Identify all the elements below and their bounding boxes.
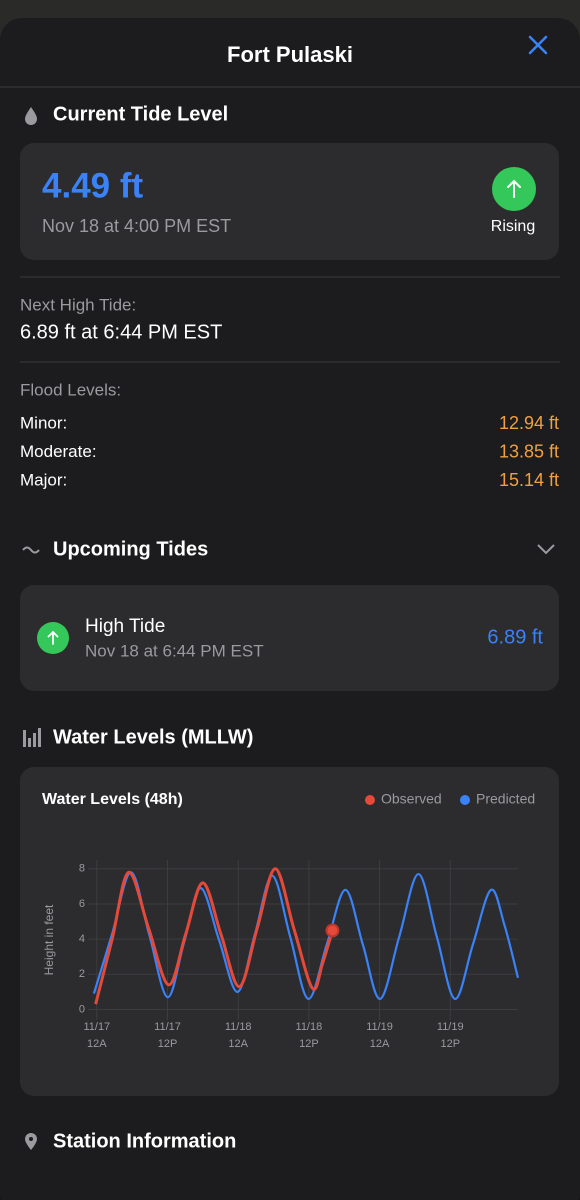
- series-line: [94, 867, 334, 1005]
- tide-card: [20, 585, 559, 691]
- current-point: [325, 923, 340, 938]
- x-tick-label: 11/17 12P: [154, 1021, 181, 1050]
- x-tick-label: 11/18 12P: [296, 1021, 323, 1050]
- y-tick-label: 8: [79, 863, 85, 875]
- legend-label: Predicted: [476, 791, 535, 807]
- pin-dot: [29, 1137, 33, 1141]
- y-tick-label: 2: [79, 968, 85, 980]
- flood-level: 13.85 ft: [499, 441, 559, 461]
- next-high-value: 6.89 ft at 6:44 PM EST: [20, 321, 222, 343]
- tide-height: 6.89 ft: [487, 626, 543, 648]
- flood-name: Major:: [20, 470, 67, 489]
- series-line: [92, 871, 520, 1001]
- label: Next High Tide:: [20, 295, 136, 314]
- title: Fort Pulaski: [227, 42, 353, 67]
- y-tick-label: 4: [79, 933, 85, 945]
- wave-icon: [22, 546, 40, 554]
- pin-icon: [25, 1133, 37, 1150]
- label: Flood Levels:: [20, 380, 121, 399]
- flood-name: Moderate:: [20, 442, 97, 461]
- chart-title: Water Levels (48h): [42, 791, 183, 808]
- expand-chevron[interactable]: [537, 544, 555, 555]
- y-tick-label: 6: [79, 898, 85, 910]
- x-tick-label: 11/17 12A: [83, 1021, 110, 1050]
- flood-rows: Minor: 12.94 ft Moderate: 13.85 ft Major: 15.…: [20, 413, 559, 490]
- legend-label: Observed: [381, 791, 442, 807]
- y-tick-label: 0: [79, 1003, 85, 1015]
- current-level: 4.49 ft: [42, 166, 143, 205]
- x-tick-label: 11/19 12A: [366, 1021, 393, 1050]
- close-button[interactable]: [528, 35, 548, 55]
- drop-icon: [25, 107, 37, 125]
- arrow: [47, 630, 59, 645]
- chart-icon: [23, 728, 41, 747]
- tide-time: Nov 18 at 6:44 PM EST: [85, 641, 264, 660]
- flood-level: 12.94 ft: [499, 413, 559, 433]
- section-heading: Station Information: [53, 1130, 236, 1152]
- flood-name: Minor:: [20, 413, 67, 432]
- x-tick-label: 11/18 12A: [225, 1021, 252, 1050]
- flood-level: 15.14 ft: [499, 470, 559, 490]
- x-tick-label: 11/19 12P: [437, 1021, 464, 1050]
- current-time: Nov 18 at 4:00 PM EST: [42, 216, 231, 236]
- section-heading: Current Tide Level: [53, 103, 228, 125]
- tide-type: High Tide: [85, 616, 165, 637]
- trend: Rising: [491, 218, 535, 235]
- arrow: [507, 179, 521, 198]
- plot: 0 2 4 6 8 11/17 12A 11/17 12P 11/18 12A 11/18 12P 11/…: [79, 791, 535, 1050]
- y-axis-label: Height in feet: [42, 904, 56, 975]
- section-heading: Upcoming Tides: [53, 538, 208, 560]
- legend-swatch: [365, 795, 375, 805]
- legend-swatch: [460, 795, 470, 805]
- section-heading: Water Levels (MLLW): [53, 726, 253, 748]
- current-card: [20, 143, 559, 260]
